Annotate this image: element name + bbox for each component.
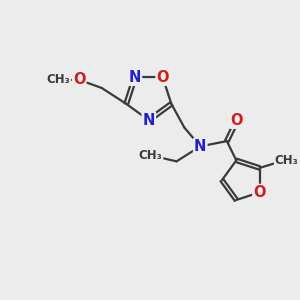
Text: CH₃: CH₃ [139,149,162,162]
Text: O: O [157,70,169,85]
Text: CH₃: CH₃ [46,74,70,86]
Text: N: N [142,113,155,128]
Text: N: N [129,70,141,85]
Text: O: O [253,185,266,200]
Text: N: N [194,139,206,154]
Text: O: O [73,72,85,87]
Text: CH₃: CH₃ [275,154,298,166]
Text: O: O [231,113,243,128]
